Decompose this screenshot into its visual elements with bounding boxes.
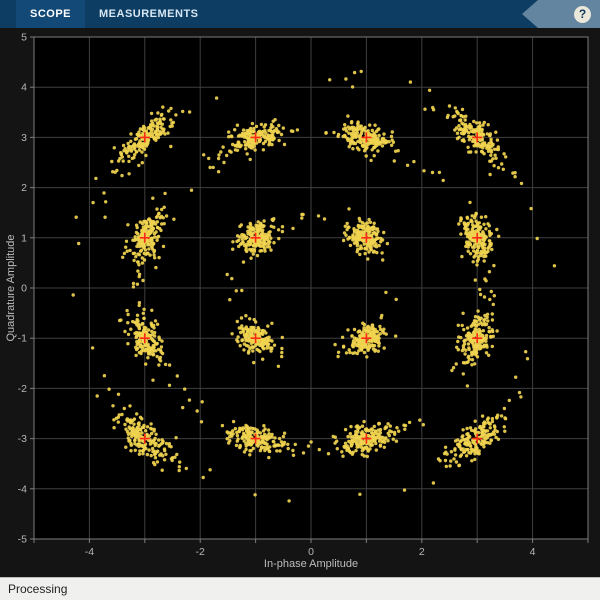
svg-text:-2: -2 xyxy=(196,546,205,558)
svg-text:-1: -1 xyxy=(18,333,27,345)
status-bar: Processing xyxy=(0,577,600,600)
svg-text:5: 5 xyxy=(21,32,27,44)
svg-text:1: 1 xyxy=(21,232,27,244)
help-icon[interactable]: ? xyxy=(574,5,591,23)
tab-scope[interactable]: SCOPE xyxy=(16,0,86,28)
constellation-canvas: -4 -2 0 2 4 -5 -4 -3 -2 -1 0 1 2 3 4 5 xyxy=(0,28,600,577)
svg-text:-4: -4 xyxy=(85,546,94,558)
svg-text:-5: -5 xyxy=(18,534,27,546)
svg-text:-3: -3 xyxy=(18,433,27,445)
svg-text:2: 2 xyxy=(419,546,425,558)
svg-text:0: 0 xyxy=(308,546,314,558)
svg-text:-4: -4 xyxy=(18,483,27,495)
toolstrip: SCOPE MEASUREMENTS ? xyxy=(0,0,600,28)
svg-text:3: 3 xyxy=(21,132,27,144)
svg-text:0: 0 xyxy=(21,283,27,295)
svg-text:-2: -2 xyxy=(18,383,27,395)
constellation-plot: -4 -2 0 2 4 -5 -4 -3 -2 -1 0 1 2 3 4 5 In-phase Amplitu… xyxy=(0,28,600,577)
svg-text:2: 2 xyxy=(21,182,27,194)
svg-text:4: 4 xyxy=(21,82,27,94)
tab-measurements[interactable]: MEASUREMENTS xyxy=(99,8,199,20)
svg-text:4: 4 xyxy=(530,546,536,558)
status-text: Processing xyxy=(8,582,68,596)
help-tab[interactable]: ? xyxy=(522,0,600,28)
